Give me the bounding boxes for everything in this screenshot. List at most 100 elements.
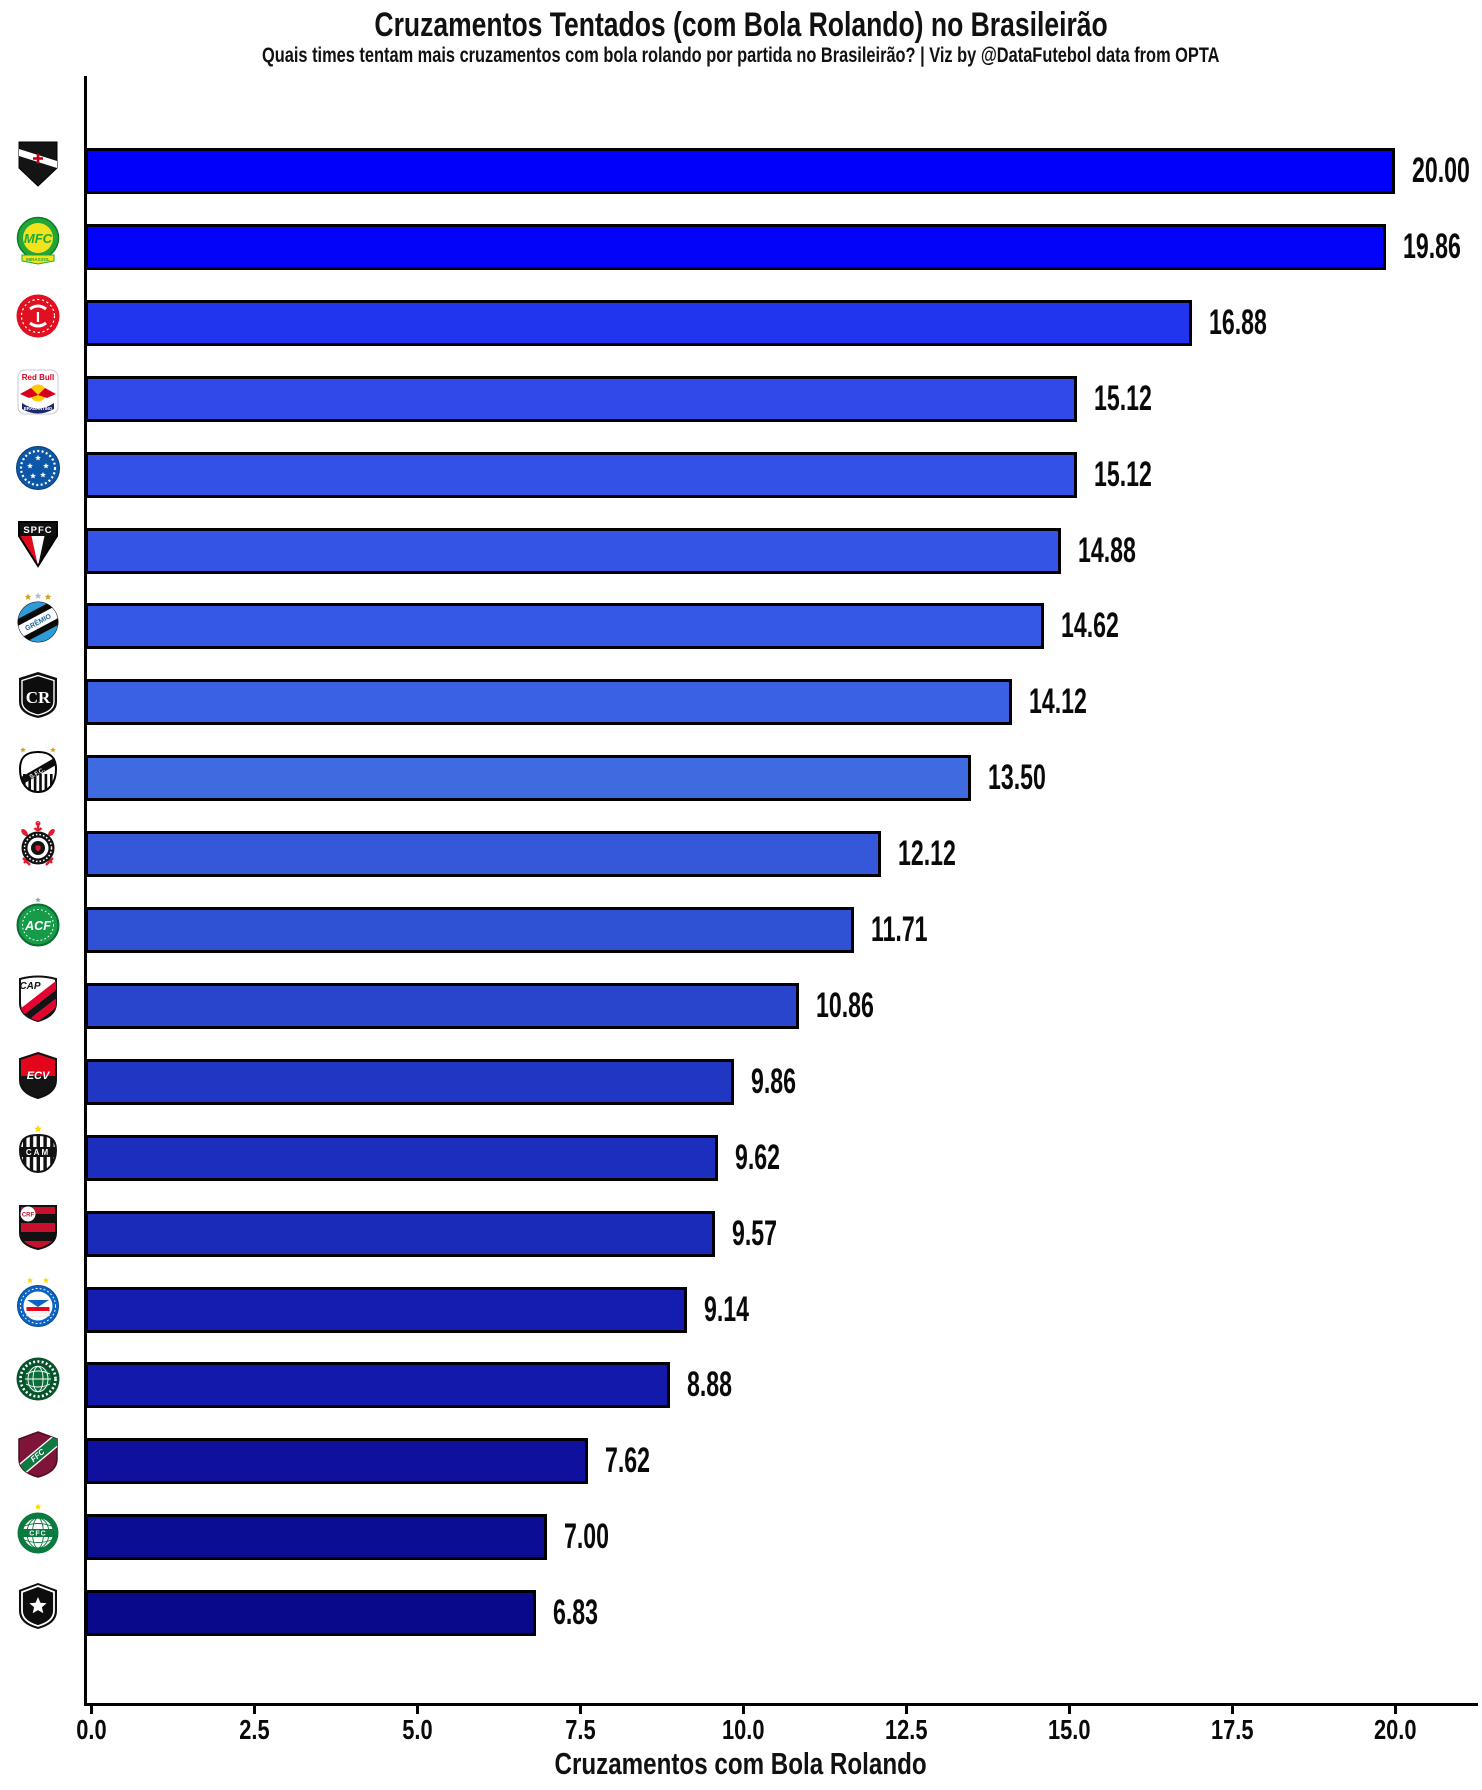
bar-value-label-vasco: 20.00 [1412,151,1470,190]
x-axis-line [84,1703,1478,1706]
palmeiras-logo [10,1351,66,1405]
cruzeiro-logo [10,441,66,495]
svg-text:ACF: ACF [24,919,51,933]
x-tick-mark-15.0 [1067,1704,1071,1714]
flamengo-logo: CRF [10,1200,66,1254]
svg-text:CAM: CAM [26,1148,50,1157]
bar-value-label-vitoria: 9.86 [750,1061,796,1101]
bar-value-label-coritiba: 7.00 [564,1517,610,1557]
x-tick-mark-2.5 [252,1704,256,1714]
bar-botafogo [85,1590,537,1637]
bar-bahia [85,1286,687,1333]
vasco-logo [10,137,66,191]
corinthians-logo [10,820,66,874]
x-tick-label-2.5: 2.5 [238,1714,270,1745]
page-title: Cruzamentos Tentados (com Bola Rolando) … [0,6,1482,44]
bar-vitoria [85,1058,734,1105]
svg-text:MFC: MFC [24,231,53,246]
bar-value-label-chapecoense: 11.71 [871,910,929,949]
bar-cruzeiro [85,451,1077,498]
x-tick-mark-0.0 [89,1704,93,1714]
mirassol-logo: MFC MIRASSOL [10,213,66,267]
x-tick-label-17.5: 17.5 [1210,1714,1254,1745]
bar-value-label-atletico-mg: 9.62 [735,1137,781,1177]
svg-text:CAP: CAP [19,981,40,992]
santos-logo: S.F.C. [10,744,66,798]
botafogo-logo [10,1579,66,1633]
svg-text:CR: CR [26,688,51,707]
bar-sao-paulo [85,527,1062,574]
internacional-logo: I [10,289,66,343]
y-axis-line [84,76,87,1703]
x-tick-mark-7.5 [578,1704,582,1714]
bar-value-label-mirassol: 19.86 [1402,226,1461,266]
bar-value-label-internacional: 16.88 [1208,302,1267,342]
bar-value-label-santos: 13.50 [988,758,1046,798]
bar-palmeiras [85,1362,670,1409]
bar-value-label-botafogo: 6.83 [553,1593,599,1633]
svg-text:ECV: ECV [27,1070,51,1082]
bar-athletico-pr [85,982,800,1029]
sao-paulo-logo: SPFC [10,517,66,571]
svg-text:BRAGANTINO: BRAGANTINO [24,406,53,411]
x-tick-mark-10.0 [741,1704,745,1714]
bar-value-label-bahia: 9.14 [703,1289,749,1329]
bar-mirassol [85,223,1386,270]
bragantino-logo: Red Bull BRAGANTINO [10,365,66,419]
bahia-logo [10,1276,66,1330]
coritiba-logo: CFC [10,1503,66,1557]
bar-vasco [85,148,1395,194]
bar-atletico-mg [85,1134,719,1181]
bar-value-label-sao-paulo: 14.88 [1078,530,1136,570]
bar-coritiba [85,1514,548,1561]
bar-value-label-flamengo: 9.57 [731,1213,777,1253]
bar-value-label-palmeiras: 8.88 [686,1365,732,1405]
athletico-pr-logo: CAP [10,972,66,1026]
bar-value-label-fluminense: 7.62 [604,1441,650,1481]
svg-text:I: I [36,309,40,326]
bar-value-label-gremio: 14.62 [1061,606,1120,646]
bar-value-label-corinthians: 12.12 [898,834,957,874]
bar-value-label-remo: 14.12 [1028,682,1087,722]
svg-text:Red Bull: Red Bull [22,373,54,382]
bar-chapecoense [85,907,855,953]
x-tick-label-0.0: 0.0 [75,1714,107,1745]
svg-text:CRF: CRF [22,1212,35,1218]
bar-flamengo [85,1210,715,1257]
x-tick-label-15.0: 15.0 [1047,1714,1091,1745]
page-subtitle-text: Quais times tentam mais cruzamentos com … [262,44,1220,67]
bar-value-label-cruzeiro: 15.12 [1093,454,1152,494]
atletico-mg-logo: CAM [10,1124,66,1178]
bar-remo [85,679,1012,726]
x-tick-label-10.0: 10.0 [721,1714,765,1745]
x-axis-label: Cruzamentos com Bola Rolando [0,1746,1482,1782]
x-tick-mark-12.5 [904,1704,908,1714]
vitoria-logo: ECV [10,1048,66,1102]
gremio-logo: GRÊMIO [10,592,66,646]
x-tick-mark-20.0 [1393,1704,1397,1714]
x-tick-mark-17.5 [1230,1704,1234,1714]
x-tick-mark-5.0 [415,1704,419,1714]
x-tick-label-5.0: 5.0 [401,1714,433,1745]
svg-text:CFC: CFC [29,1531,46,1538]
fluminense-logo: FFC [10,1427,66,1481]
x-tick-label-12.5: 12.5 [884,1714,928,1745]
bar-santos [85,755,972,802]
bar-internacional [85,299,1192,346]
chapecoense-logo: ACF [10,896,66,950]
bar-gremio [85,603,1045,650]
page-title-text: Cruzamentos Tentados (com Bola Rolando) … [374,6,1108,44]
bar-corinthians [85,831,882,878]
svg-text:MIRASSOL: MIRASSOL [26,257,50,262]
page-subtitle: Quais times tentam mais cruzamentos com … [0,44,1482,68]
bar-fluminense [85,1438,588,1485]
bar-value-label-bragantino: 15.12 [1093,378,1152,418]
bar-bragantino [85,375,1077,422]
svg-text:SPFC: SPFC [23,525,52,536]
x-tick-label-7.5: 7.5 [564,1714,596,1745]
x-tick-label-20.0: 20.0 [1373,1714,1417,1745]
remo-logo: CR [10,668,66,722]
bar-value-label-athletico-pr: 10.86 [816,985,874,1025]
x-axis-label-text: Cruzamentos com Bola Rolando [554,1746,928,1781]
